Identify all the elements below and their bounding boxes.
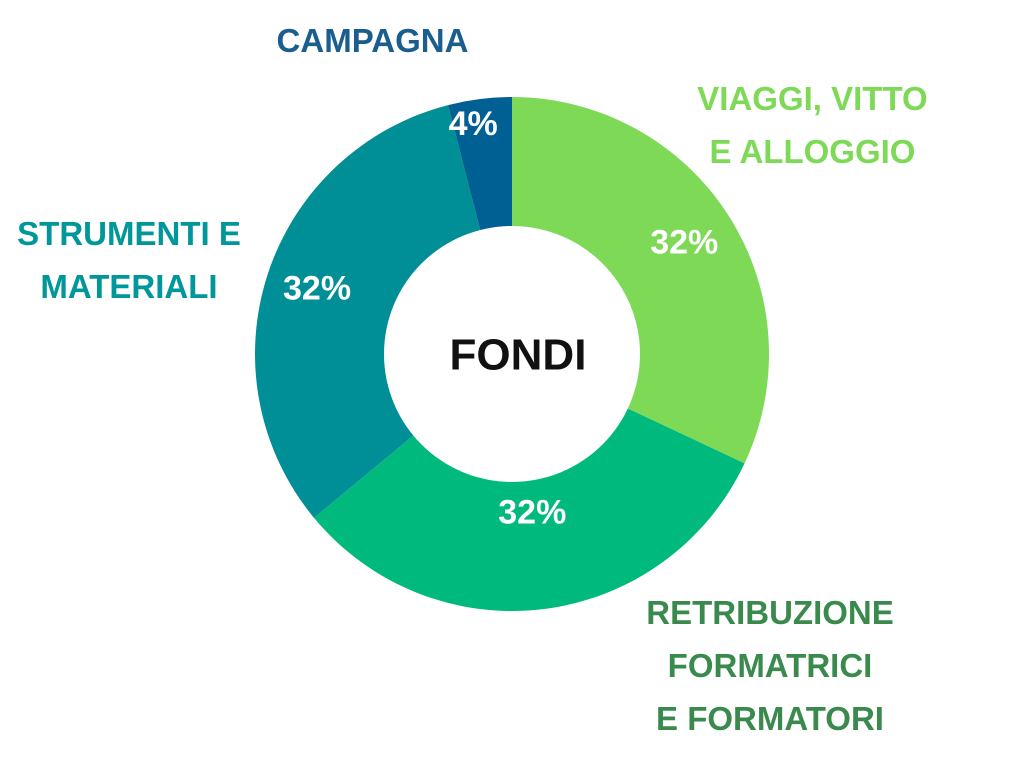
value-label-retribuzione: 32% (498, 494, 566, 532)
category-label-campagna: CAMPAGNA (250, 14, 495, 67)
category-label-line: E ALLOGGIO (709, 133, 916, 170)
category-label-line: CAMPAGNA (276, 22, 469, 59)
category-label-line: FORMATRICI (667, 647, 873, 684)
category-label-line: E FORMATORI (656, 700, 884, 737)
slice-retribuzione (313, 354, 745, 612)
category-label-viaggi: VIAGGI, VITTO E ALLOGGIO (670, 72, 955, 178)
category-label-line: STRUMENTI E (17, 215, 241, 252)
slice-strumenti (254, 105, 512, 518)
category-label-strumenti: STRUMENTI E MATERIALI (0, 207, 258, 313)
donut-hole (384, 226, 640, 482)
value-labels: 32% 32% 32% 4% (283, 105, 718, 532)
category-label-retribuzione: RETRIBUZIONE FORMATRICI E FORMATORI (630, 586, 910, 745)
value-label-strumenti: 32% (283, 270, 351, 308)
value-label-campagna: 4% (449, 105, 498, 143)
category-label-line: MATERIALI (40, 268, 218, 305)
category-label-line: VIAGGI, VITTO (697, 80, 928, 117)
center-label: FONDI (450, 331, 587, 380)
value-label-viaggi: 32% (650, 224, 718, 262)
category-label-line: RETRIBUZIONE (646, 594, 894, 631)
